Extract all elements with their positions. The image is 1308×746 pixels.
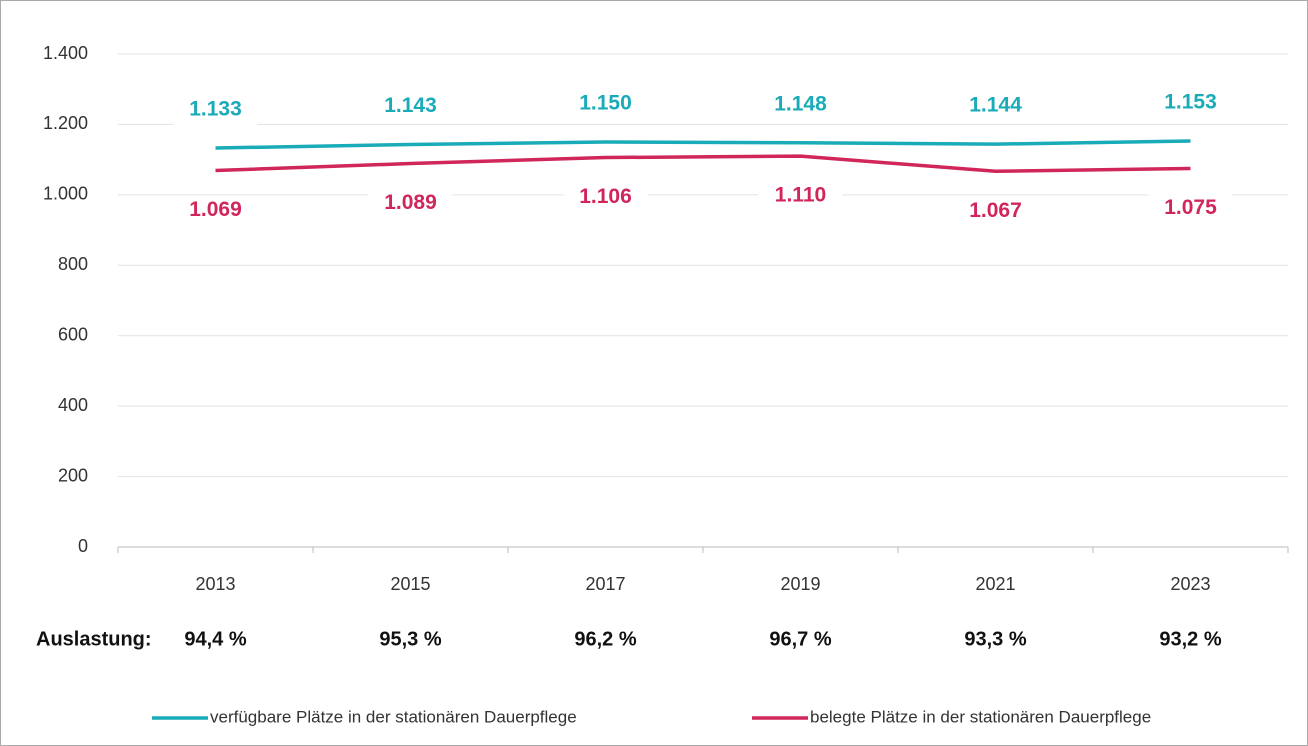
data-label-bg [758, 89, 843, 120]
data-label-bg [173, 95, 258, 126]
data-label-bg [1148, 193, 1233, 224]
data-label: 1.110 [775, 184, 826, 207]
y-tick-label: 1.000 [43, 184, 88, 204]
data-label: 1.144 [969, 94, 1022, 117]
y-tick-label: 400 [58, 395, 88, 415]
legend-label: verfügbare Plätze in der stationären Dau… [210, 707, 577, 726]
data-label-bg [953, 196, 1038, 227]
y-tick-label: 600 [58, 324, 88, 344]
annotation-label: Auslastung: [36, 628, 152, 650]
data-label-bg [758, 181, 843, 212]
x-tick-label: 2023 [1170, 574, 1210, 594]
data-label-bg [368, 91, 453, 122]
annotation: 93,2 % [1159, 628, 1221, 650]
data-label: 1.106 [579, 185, 632, 208]
y-tick-label: 800 [58, 254, 88, 274]
x-tick-label: 2013 [195, 574, 235, 594]
data-label: 1.075 [1164, 196, 1217, 219]
y-tick-label: 1.200 [43, 113, 88, 133]
series-line [215, 154, 1191, 174]
data-label: 1.148 [774, 92, 827, 115]
data-label-bg [368, 188, 453, 219]
annotation: 94,4 % [184, 628, 246, 650]
annotation: 96,2 % [574, 628, 636, 650]
series-line [215, 139, 1191, 150]
y-tick-label: 0 [78, 536, 88, 556]
data-label-bg [563, 89, 648, 120]
data-label: 1.069 [189, 198, 242, 221]
data-label: 1.153 [1164, 91, 1217, 114]
x-tick-label: 2015 [390, 574, 430, 594]
data-label-bg [173, 195, 258, 226]
data-label: 1.089 [384, 191, 437, 214]
x-tick-label: 2021 [975, 574, 1015, 594]
annotation: 96,7 % [769, 628, 831, 650]
data-label: 1.150 [579, 92, 632, 115]
annotation: 93,3 % [964, 628, 1026, 650]
x-tick-label: 2017 [585, 574, 625, 594]
y-tick-label: 200 [58, 465, 88, 485]
data-label-bg [1148, 87, 1233, 118]
y-tick-label: 1.400 [43, 43, 88, 63]
data-label-bg [563, 182, 648, 213]
data-label: 1.133 [189, 98, 242, 121]
data-label-bg [953, 91, 1038, 122]
data-label: 1.143 [384, 94, 437, 117]
legend-label: belegte Plätze in der stationären Dauerp… [810, 707, 1151, 726]
annotation: 95,3 % [379, 628, 441, 650]
data-label: 1.067 [969, 199, 1022, 222]
x-tick-label: 2019 [780, 574, 820, 594]
